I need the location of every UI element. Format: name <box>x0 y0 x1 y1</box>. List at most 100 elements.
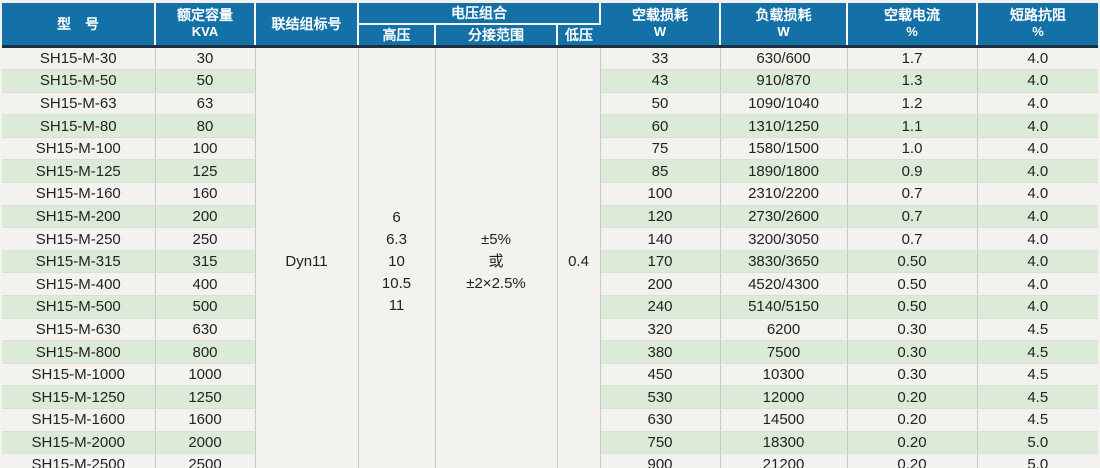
row-load-loss-cell: 4520/4300 <box>720 272 848 297</box>
row-no-load-loss-cell: 380 <box>600 340 721 364</box>
row-load-loss-cell: 21200 <box>720 453 848 468</box>
row-kva-cell: 800 <box>155 340 256 364</box>
row-kva-cell: 80 <box>155 114 256 138</box>
table-row: SH15-M-630 630 320 6200 0.30 4.5 <box>2 318 1099 342</box>
row-impedance-cell: 4.0 <box>977 69 1099 93</box>
header-no-load-loss: 空载损耗 W <box>600 3 722 48</box>
table-row: SH15-M-1000 1000 450 10300 0.30 4.5 <box>2 363 1099 387</box>
row-no-load-loss-cell: 200 <box>600 272 721 297</box>
table-row: SH15-M-2500 2500 900 21200 0.20 5.0 <box>2 453 1099 468</box>
high-voltage-value: 6.3 <box>386 230 407 248</box>
row-model-cell: SH15-M-1000 <box>2 363 156 387</box>
row-model-cell: SH15-M-800 <box>2 340 156 364</box>
row-no-load-current-cell: 0.20 <box>847 408 978 432</box>
row-no-load-loss-cell: 240 <box>600 295 721 319</box>
header-no-load-current: 空载电流 % <box>847 3 979 48</box>
row-model-cell: SH15-M-50 <box>2 69 156 93</box>
row-no-load-loss-cell: 170 <box>600 250 721 274</box>
row-no-load-current-cell: 0.20 <box>847 453 978 468</box>
row-no-load-loss-cell: 750 <box>600 431 721 455</box>
header-vector-group: 联结组标号 <box>255 3 359 48</box>
row-impedance-cell: 5.0 <box>977 431 1099 455</box>
table-row: SH15-M-250 250 140 3200/3050 0.7 4.0 <box>2 227 1099 251</box>
high-voltage-value: 11 <box>388 296 405 314</box>
merged-tap-range-cell: ±5% 或 ±2×2.5% <box>435 46 558 468</box>
row-kva-cell: 200 <box>155 205 256 229</box>
row-no-load-loss-cell: 100 <box>600 182 721 206</box>
row-impedance-cell: 4.0 <box>977 250 1099 274</box>
row-impedance-cell: 4.0 <box>977 272 1099 297</box>
row-impedance-cell: 4.0 <box>977 46 1099 71</box>
table-row: SH15-M-63 63 50 1090/1040 1.2 4.0 <box>2 92 1099 116</box>
high-voltage-value: 6 <box>392 208 401 226</box>
row-model-cell: SH15-M-125 <box>2 159 156 184</box>
tap-range-value: ±5% <box>481 230 511 248</box>
row-load-loss-cell: 6200 <box>720 318 848 342</box>
row-kva-cell: 1600 <box>155 408 256 432</box>
row-load-loss-cell: 2310/2200 <box>720 182 848 206</box>
row-load-loss-cell: 630/600 <box>720 46 848 71</box>
row-load-loss-cell: 7500 <box>720 340 848 364</box>
header-load-loss: 负载损耗 W <box>720 3 849 48</box>
row-load-loss-cell: 1580/1500 <box>720 137 848 161</box>
row-kva-cell: 630 <box>155 318 256 342</box>
row-impedance-cell: 4.5 <box>977 363 1099 387</box>
row-load-loss-cell: 3200/3050 <box>720 227 848 251</box>
header-model: 型 号 <box>2 3 156 48</box>
row-model-cell: SH15-M-160 <box>2 182 156 206</box>
table-row: SH15-M-200 200 120 2730/2600 0.7 4.0 <box>2 205 1099 229</box>
row-kva-cell: 100 <box>155 137 256 161</box>
row-model-cell: SH15-M-200 <box>2 205 156 229</box>
high-voltage-value: 10.5 <box>381 274 412 292</box>
row-load-loss-cell: 910/870 <box>720 69 848 93</box>
row-impedance-cell: 4.5 <box>977 408 1099 432</box>
table-row: SH15-M-1600 1600 630 14500 0.20 4.5 <box>2 408 1099 432</box>
row-impedance-cell: 4.0 <box>977 205 1099 229</box>
table-row: SH15-M-30 30 Dyn11 6 6.3 10 10.5 11 ±5% 或 ±2×2.5% 0… <box>2 46 1099 468</box>
merged-vector-group-cell: Dyn11 <box>255 46 359 468</box>
row-load-loss-cell: 12000 <box>720 385 848 409</box>
row-model-cell: SH15-M-315 <box>2 250 156 274</box>
row-model-cell: SH15-M-63 <box>2 92 156 116</box>
table-row: SH15-M-400 400 200 4520/4300 0.50 4.0 <box>2 272 1099 297</box>
header-low-voltage: 低压 <box>557 24 601 48</box>
header-rated-capacity: 额定容量 KVA <box>155 3 256 48</box>
row-no-load-current-cell: 0.7 <box>847 182 978 206</box>
row-kva-cell: 1000 <box>155 363 256 387</box>
row-impedance-cell: 4.5 <box>977 385 1099 409</box>
row-model-cell: SH15-M-250 <box>2 227 156 251</box>
row-no-load-current-cell: 0.30 <box>847 340 978 364</box>
table-row: SH15-M-315 315 170 3830/3650 0.50 4.0 <box>2 250 1099 274</box>
row-no-load-loss-cell: 43 <box>600 69 721 93</box>
row-model-cell: SH15-M-2000 <box>2 431 156 455</box>
table-header: 型 号 额定容量 KVA 联结组标号 电压组合 空载损耗 W 负载损耗 W 空载… <box>2 3 1099 48</box>
header-high-voltage: 高压 <box>358 24 436 48</box>
row-kva-cell: 1250 <box>155 385 256 409</box>
row-impedance-cell: 4.0 <box>977 114 1099 138</box>
row-impedance-cell: 4.0 <box>977 227 1099 251</box>
row-impedance-cell: 4.0 <box>977 182 1099 206</box>
row-no-load-current-cell: 0.50 <box>847 295 978 319</box>
row-kva-cell: 400 <box>155 272 256 297</box>
row-load-loss-cell: 2730/2600 <box>720 205 848 229</box>
header-short-circuit-impedance: 短路抗阻 % <box>977 3 1099 48</box>
row-load-loss-cell: 1090/1040 <box>720 92 848 116</box>
transformer-spec-table: 型 号 额定容量 KVA 联结组标号 电压组合 空载损耗 W 负载损耗 W 空载… <box>2 3 1099 468</box>
row-no-load-loss-cell: 450 <box>600 363 721 387</box>
row-no-load-loss-cell: 33 <box>600 46 721 71</box>
row-model-cell: SH15-M-400 <box>2 272 156 297</box>
merged-high-voltage-cell: 6 6.3 10 10.5 11 <box>358 46 436 468</box>
high-voltage-value: 10 <box>388 252 405 270</box>
table-row: SH15-M-2000 2000 750 18300 0.20 5.0 <box>2 431 1099 455</box>
row-model-cell: SH15-M-80 <box>2 114 156 138</box>
row-no-load-current-cell: 1.1 <box>847 114 978 138</box>
row-no-load-current-cell: 1.3 <box>847 69 978 93</box>
row-no-load-loss-cell: 630 <box>600 408 721 432</box>
row-model-cell: SH15-M-30 <box>2 46 156 71</box>
row-no-load-current-cell: 0.7 <box>847 227 978 251</box>
row-no-load-current-cell: 1.0 <box>847 137 978 161</box>
row-model-cell: SH15-M-500 <box>2 295 156 319</box>
row-kva-cell: 30 <box>155 46 256 71</box>
row-no-load-loss-cell: 530 <box>600 385 721 409</box>
